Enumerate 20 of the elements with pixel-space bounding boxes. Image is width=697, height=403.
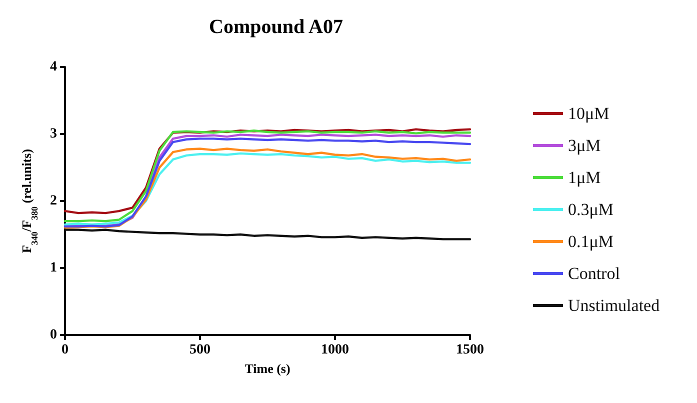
legend-label: 3μM bbox=[568, 136, 601, 155]
legend-label: Unstimulated bbox=[568, 296, 660, 315]
y-tick-label: 3 bbox=[50, 126, 57, 142]
y-axis-title: F340/F380 (rel.units) bbox=[19, 148, 40, 254]
legend-label: 1μM bbox=[568, 168, 601, 187]
x-tick-label: 1000 bbox=[321, 342, 349, 358]
legend-label: 10μM bbox=[568, 104, 610, 123]
x-tick-label: 0 bbox=[62, 342, 68, 358]
x-tick-label: 1500 bbox=[456, 342, 484, 358]
legend-label: 0.3μM bbox=[568, 200, 614, 219]
x-axis-title: Time (s) bbox=[244, 360, 290, 376]
legend-label: Control bbox=[568, 264, 620, 283]
y-tick-label: 4 bbox=[50, 60, 57, 74]
y-tick-label: 1 bbox=[50, 260, 57, 276]
y-tick-label: 0 bbox=[50, 328, 57, 342]
legend-label: 0.1μM bbox=[568, 232, 614, 251]
y-tick-label: 2 bbox=[50, 194, 57, 208]
x-tick-label: 500 bbox=[190, 342, 210, 358]
chart-title: Compound A07 bbox=[209, 16, 343, 38]
line-series bbox=[64, 228, 472, 240]
